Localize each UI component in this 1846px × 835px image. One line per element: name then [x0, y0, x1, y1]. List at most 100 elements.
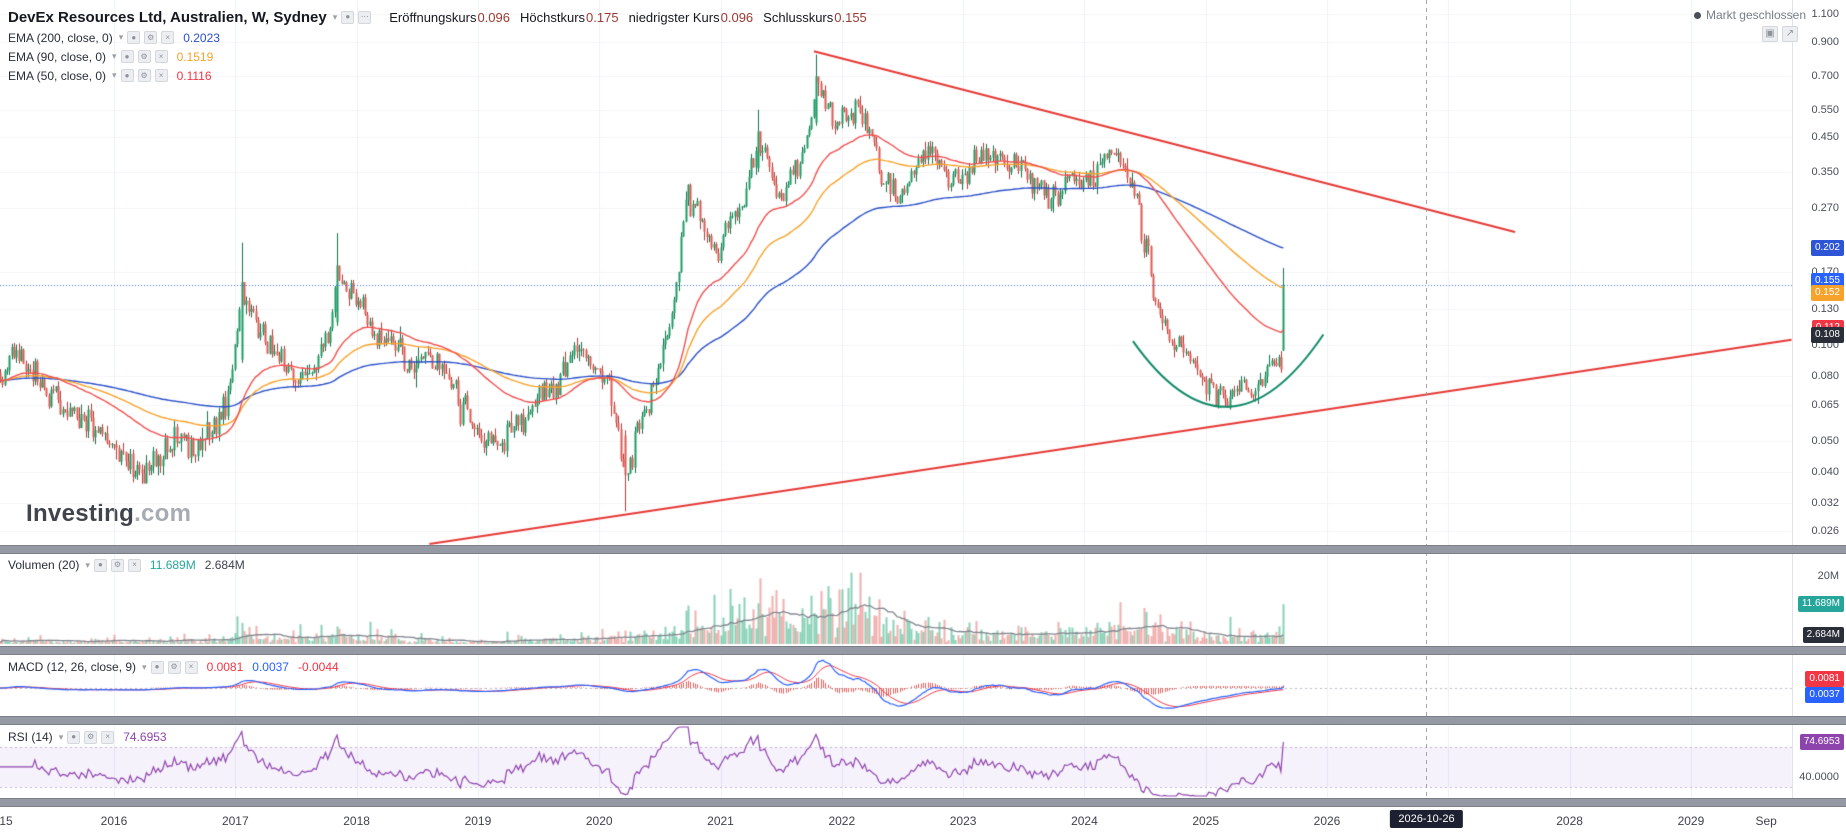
time-axis-label: 2021 [707, 814, 734, 828]
ema200-legend-row: EMA (200, close, 0) ▾ ● ⚙ × 0.2023 [8, 28, 867, 47]
top-right-tools: ▣ ↗ [1762, 26, 1798, 42]
time-axis[interactable]: 15 2016 2017 2018 2019 2020 2021 2022 2023 2024 20… [0, 807, 1846, 835]
price-badge: 0.152 [1810, 285, 1844, 302]
eye-icon[interactable]: ● [150, 660, 164, 674]
rsi-axis-label: 40.0000 [1799, 771, 1839, 783]
time-axis-label: 2018 [343, 814, 370, 828]
rsi-value: 74.6953 [123, 730, 167, 744]
market-status: Markt geschlossen [1693, 8, 1806, 22]
time-axis-label: 2029 [1677, 814, 1705, 828]
crosshair-date-badge: 2026-10-26 [1390, 810, 1463, 828]
macd-line-value: 0.0037 [252, 660, 289, 674]
expand-icon[interactable]: ↗ [1782, 26, 1798, 42]
gear-icon[interactable]: ⚙ [167, 660, 181, 674]
snapshot-icon[interactable]: ▣ [1762, 26, 1778, 42]
volume-badge: 11.689M [1797, 596, 1844, 613]
eye-icon[interactable]: ● [120, 69, 134, 82]
chevron-down-icon[interactable]: ▾ [142, 661, 147, 672]
chevron-down-icon[interactable]: ▾ [332, 11, 338, 22]
volume-ma-value: 2.684M [204, 558, 245, 572]
main-legend: DevEx Resources Ltd, Australien, W, Sydn… [8, 6, 867, 85]
price-scale[interactable]: 1.1000.9000.7000.5500.4500.3500.2700.170… [1792, 0, 1846, 807]
eye-icon[interactable]: ● [67, 730, 81, 744]
macd-signal-value: -0.0044 [297, 660, 339, 674]
gear-icon[interactable]: ⚙ [137, 69, 151, 82]
delete-icon[interactable]: × [154, 50, 168, 63]
macd-badge: 0.0037 [1805, 686, 1844, 703]
more-icon[interactable]: ⋯ [358, 10, 372, 24]
ema50-legend-row: EMA (50, close, 0) ▾ ● ⚙ × 0.1116 [8, 66, 867, 85]
crosshair-vertical-line [1426, 0, 1427, 807]
rsi-pane-header: RSI (14) ▾ ● ⚙ × 74.6953 [8, 730, 167, 744]
ema50-value: 0.1116 [176, 68, 212, 83]
ema50-label[interactable]: EMA (50, close, 0) [8, 68, 107, 83]
price-axis-label: 0.450 [1811, 131, 1839, 144]
pane-divider[interactable] [0, 646, 1846, 655]
price-axis-label: 0.270 [1811, 201, 1839, 214]
pane-divider[interactable] [0, 716, 1846, 725]
close-value: 0.155 [834, 9, 867, 25]
chevron-down-icon[interactable]: ▾ [58, 731, 64, 742]
delete-icon[interactable]: × [184, 660, 198, 674]
gear-icon[interactable]: ⚙ [137, 50, 151, 63]
gear-icon[interactable]: ⚙ [110, 558, 124, 572]
ema200-value: 0.2023 [183, 30, 220, 45]
high-value: 0.175 [586, 9, 619, 25]
pane-divider[interactable] [0, 545, 1846, 554]
eye-icon[interactable]: ● [93, 558, 107, 572]
chevron-down-icon[interactable]: ▾ [118, 32, 124, 42]
time-axis-label: 2020 [585, 814, 613, 828]
open-value: 0.096 [477, 9, 510, 25]
chevron-down-icon[interactable]: ▾ [112, 70, 117, 80]
market-status-label: Markt geschlossen [1705, 8, 1806, 22]
chevron-down-icon[interactable]: ▾ [112, 51, 117, 61]
price-axis-label: 1.100 [1811, 8, 1839, 20]
time-axis-label: 2028 [1556, 814, 1583, 828]
macd-badge: 0.0081 [1805, 671, 1844, 688]
ema90-legend-row: EMA (90, close, 0) ▾ ● ⚙ × 0.1519 [8, 47, 867, 66]
price-axis-label: 0.130 [1811, 302, 1839, 315]
time-axis-label: 2016 [100, 814, 128, 828]
price-axis-label: 0.032 [1811, 496, 1839, 509]
price-badge: 0.108 [1810, 326, 1844, 343]
macd-label[interactable]: MACD (12, 26, close, 9) [8, 660, 137, 674]
time-axis-label: 2026 [1313, 814, 1341, 828]
delete-icon[interactable]: × [161, 31, 175, 44]
price-axis-label: 0.065 [1811, 398, 1839, 411]
time-axis-label: 2025 [1192, 814, 1220, 828]
delete-icon[interactable]: × [127, 558, 141, 572]
volume-label[interactable]: Volumen (20) [8, 558, 80, 572]
eye-icon[interactable]: ● [341, 10, 355, 24]
high-label: Höchstkurs [520, 9, 586, 25]
time-axis-label: 15 [0, 814, 13, 828]
volume-badge: 2.684M [1802, 626, 1844, 643]
gear-icon[interactable]: ⚙ [144, 31, 158, 44]
price-axis-label: 0.550 [1811, 103, 1839, 116]
gear-icon[interactable]: ⚙ [84, 730, 98, 744]
rsi-badge: 74.6953 [1799, 733, 1844, 750]
eye-icon[interactable]: ● [127, 31, 141, 44]
macd-pane-header: MACD (12, 26, close, 9) ▾ ● ⚙ × 0.0081 0… [8, 660, 339, 674]
chevron-down-icon[interactable]: ▾ [85, 559, 90, 570]
volume-pane-header: Volumen (20) ▾ ● ⚙ × 11.689M 2.684M [8, 558, 245, 572]
rsi-label[interactable]: RSI (14) [8, 730, 53, 744]
time-axis-label: 2022 [828, 814, 856, 828]
ema200-label[interactable]: EMA (200, close, 0) [8, 30, 113, 45]
time-axis-label: 2023 [949, 814, 977, 828]
price-badge: 0.202 [1810, 239, 1844, 256]
time-axis-label: 2024 [1071, 814, 1098, 828]
symbol-title[interactable]: DevEx Resources Ltd, Australien, W, Sydn… [8, 8, 327, 26]
delete-icon[interactable]: × [101, 730, 115, 744]
macd-hist-value: 0.0081 [206, 660, 244, 674]
ohlc-readout: Eröffnungskurs0.096 Höchstkurs0.175 nied… [389, 10, 867, 25]
price-axis-label: 0.350 [1811, 166, 1839, 179]
delete-icon[interactable]: × [154, 69, 168, 82]
ema90-label[interactable]: EMA (90, close, 0) [8, 49, 107, 64]
pane-divider[interactable] [0, 798, 1846, 807]
price-axis-label: 0.026 [1811, 525, 1839, 538]
price-axis-label: 0.900 [1811, 35, 1839, 48]
price-axis-label: 0.700 [1811, 70, 1839, 83]
eye-icon[interactable]: ● [120, 50, 134, 63]
